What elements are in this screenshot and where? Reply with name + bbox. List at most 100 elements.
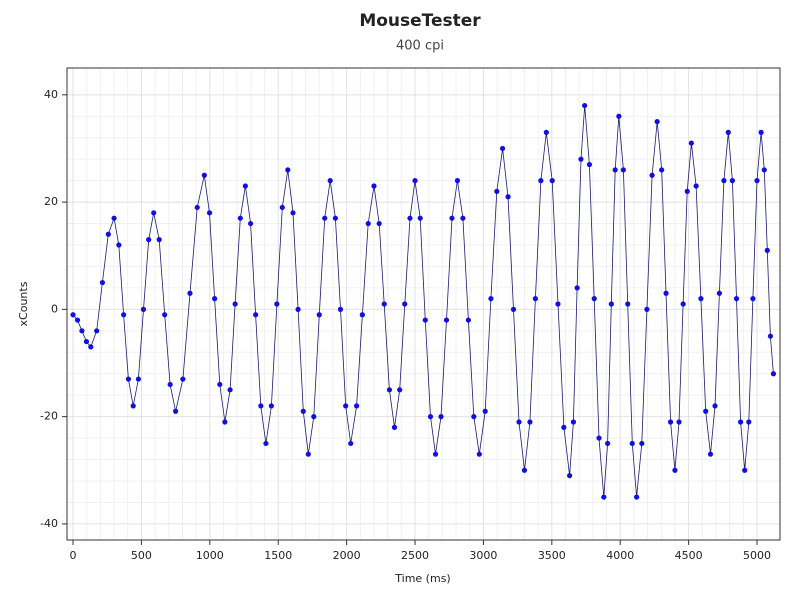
data-point	[316, 312, 322, 318]
data-point	[135, 376, 142, 382]
data-point	[279, 204, 285, 211]
data-point	[359, 312, 365, 318]
data-point	[634, 494, 640, 500]
data-point	[639, 440, 645, 447]
data-point	[516, 419, 522, 425]
data-point	[247, 220, 254, 227]
data-point	[764, 247, 770, 253]
data-point	[285, 167, 291, 173]
data-point	[232, 301, 238, 307]
data-point	[608, 301, 614, 307]
data-point	[268, 403, 274, 409]
data-point	[381, 301, 387, 307]
data-point	[427, 414, 434, 420]
data-point	[258, 403, 264, 409]
y-tick-label: -40	[40, 517, 58, 530]
data-point	[494, 188, 500, 194]
data-point	[667, 419, 674, 425]
data-point	[601, 494, 607, 500]
data-point	[156, 237, 162, 243]
data-point	[105, 231, 111, 237]
x-tick-label: 1500	[264, 549, 292, 562]
data-point	[237, 215, 243, 221]
x-tick-label: 2000	[333, 549, 361, 562]
data-point	[348, 440, 354, 447]
data-point	[742, 467, 748, 473]
data-point	[465, 317, 471, 323]
data-point	[305, 451, 311, 457]
data-point	[111, 215, 117, 221]
data-point	[625, 301, 631, 307]
data-point	[612, 167, 618, 173]
data-point	[649, 172, 655, 178]
data-point	[337, 306, 344, 312]
chart-subtitle: 400 cpi	[396, 39, 444, 54]
data-point	[332, 215, 339, 221]
x-tick-label: 500	[131, 549, 152, 562]
data-point	[505, 194, 511, 200]
data-point	[201, 172, 207, 178]
data-point	[680, 301, 686, 307]
data-point	[70, 312, 76, 318]
data-point	[187, 290, 193, 296]
data-point	[376, 220, 382, 227]
data-point	[180, 376, 186, 382]
data-point	[217, 381, 223, 388]
data-point	[290, 210, 296, 216]
data-point	[725, 129, 731, 135]
data-point	[194, 204, 200, 211]
data-point	[391, 424, 398, 430]
data-point	[371, 183, 377, 189]
data-point	[510, 306, 517, 312]
data-point	[578, 156, 584, 162]
data-point	[663, 290, 669, 296]
data-point	[574, 285, 580, 291]
data-point	[407, 215, 413, 221]
data-point	[543, 129, 549, 135]
data-point	[527, 419, 533, 425]
data-point	[761, 167, 767, 173]
data-point	[703, 408, 709, 414]
data-point	[402, 301, 408, 307]
data-point	[365, 220, 371, 227]
x-tick-label: 1000	[196, 549, 224, 562]
data-point	[422, 317, 428, 323]
data-point	[591, 296, 597, 302]
x-tick-label: 5000	[743, 549, 771, 562]
chart-title: MouseTester	[359, 11, 481, 31]
data-point	[586, 161, 593, 168]
data-point	[538, 178, 544, 184]
data-point	[227, 387, 233, 393]
data-point	[438, 414, 444, 420]
data-point	[397, 387, 403, 393]
data-point	[482, 408, 488, 414]
y-tick-label: 0	[51, 302, 58, 315]
y-tick-label: 20	[44, 195, 58, 208]
data-point	[121, 312, 127, 318]
plot-frame	[66, 67, 781, 541]
data-point	[738, 419, 744, 425]
data-point	[146, 237, 152, 243]
y-tick-label: 40	[44, 88, 58, 101]
data-point	[521, 467, 528, 473]
data-point	[443, 317, 450, 323]
data-point	[729, 178, 735, 184]
data-point	[274, 301, 280, 307]
data-point	[295, 306, 301, 312]
data-point	[476, 451, 482, 457]
data-point	[83, 338, 90, 345]
data-point	[746, 419, 752, 425]
data-point	[754, 178, 760, 184]
data-point	[454, 178, 461, 184]
data-point	[582, 102, 588, 109]
data-point	[263, 440, 269, 447]
data-point	[750, 296, 756, 302]
data-point	[570, 419, 577, 425]
x-axis-label: Time (ms)	[394, 572, 450, 585]
data-point	[688, 140, 694, 146]
data-point	[79, 328, 85, 334]
data-point	[74, 317, 81, 323]
x-tick-label: 2500	[401, 549, 429, 562]
data-point	[770, 371, 777, 377]
data-point	[167, 381, 173, 388]
